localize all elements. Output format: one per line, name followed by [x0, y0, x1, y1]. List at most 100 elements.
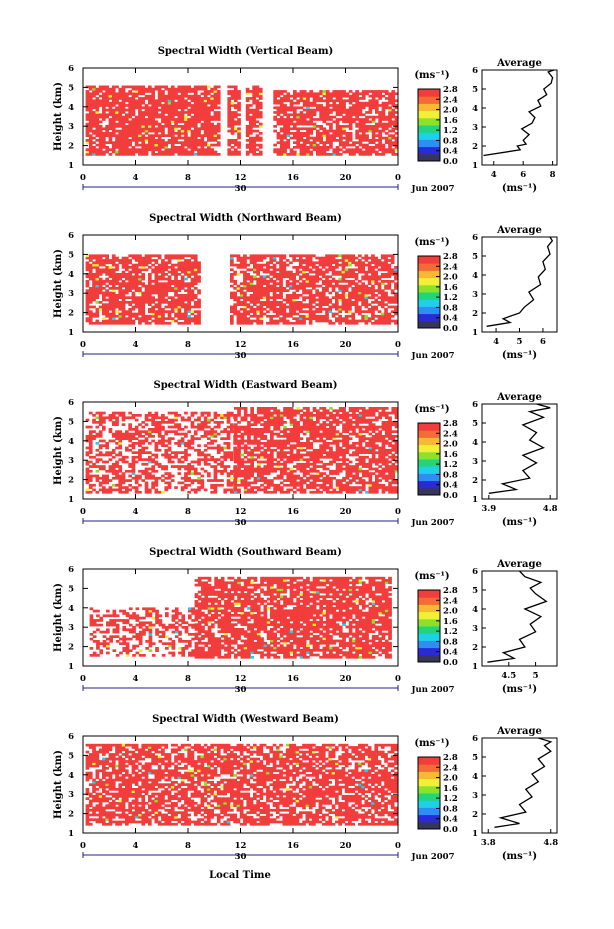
heatmap-cell	[98, 101, 103, 105]
heatmap-cell	[315, 307, 319, 311]
heatmap-cell	[115, 108, 119, 112]
heatmap-cell	[258, 87, 263, 91]
heatmap-cell	[309, 141, 314, 145]
heatmap-cell	[230, 132, 235, 135]
heatmap-cell	[184, 134, 188, 138]
heatmap-cell	[151, 99, 155, 103]
heatmap-cell	[282, 319, 287, 323]
heatmap-cell	[151, 150, 155, 154]
heatmap-cell	[309, 111, 314, 114]
heatmap-cell	[148, 127, 152, 131]
heatmap-cell	[220, 421, 224, 424]
heatmap-cell	[332, 115, 337, 119]
heatmap-cell	[85, 460, 90, 464]
heatmap-cell	[312, 266, 316, 269]
heatmap-cell	[148, 148, 152, 152]
heatmap-cell	[88, 425, 93, 429]
heatmap-cell	[184, 474, 188, 478]
heatmap-cell	[207, 453, 211, 457]
heatmap-cell	[118, 143, 123, 147]
heatmap-cell	[230, 85, 235, 89]
heatmap-cell	[276, 132, 281, 135]
heatmap-cell	[279, 129, 284, 133]
heatmap-cell	[98, 113, 103, 117]
heatmap-cell	[371, 314, 375, 318]
heatmap-cell	[391, 127, 396, 131]
heatmap-cell	[292, 259, 296, 262]
heatmap-cell	[246, 312, 251, 316]
heatmap-cell	[167, 411, 172, 415]
heatmap-cell	[348, 90, 353, 93]
heatmap-cell	[102, 134, 106, 138]
heatmap-cell	[332, 150, 337, 154]
heatmap-cell	[328, 266, 333, 269]
heatmap-cell	[273, 125, 277, 128]
heatmap-cell	[115, 298, 119, 302]
heatmap-cell	[141, 122, 146, 126]
heatmap-cell	[85, 467, 90, 471]
heatmap-cell	[161, 273, 165, 276]
heatmap-cell	[207, 101, 211, 105]
heatmap-cell	[131, 442, 136, 445]
heatmap-cell	[180, 120, 185, 124]
heatmap-cell	[167, 481, 172, 485]
heatmap-cell	[121, 280, 126, 283]
heatmap-cell	[233, 455, 238, 459]
heatmap-cell	[157, 282, 162, 286]
heatmap-cell	[190, 488, 195, 492]
heatmap-cell	[358, 106, 363, 110]
x-tick-label: 20	[340, 340, 352, 350]
heatmap-cell	[371, 275, 375, 279]
heatmap-cell	[384, 268, 388, 272]
heatmap-cell	[105, 479, 109, 482]
heatmap-cell	[233, 90, 238, 93]
average-y-tick-label: 5	[472, 85, 478, 95]
heatmap-cell	[308, 254, 313, 258]
heatmap-cell	[388, 99, 392, 103]
heatmap-cell	[377, 277, 382, 281]
heatmap-cell	[193, 294, 198, 297]
heatmap-cell	[233, 148, 238, 152]
heatmap-cell	[161, 439, 165, 443]
heatmap-cell	[378, 153, 382, 156]
heatmap-cell	[319, 106, 323, 110]
heatmap-cell	[138, 143, 142, 147]
heatmap-cell	[233, 490, 238, 494]
heatmap-cell	[213, 465, 218, 468]
heatmap-cell	[384, 127, 389, 131]
heatmap-cell	[151, 310, 155, 314]
heatmap-cell	[230, 455, 234, 459]
heatmap-cell	[312, 282, 316, 286]
heatmap-cell	[174, 256, 178, 260]
heatmap-cell	[131, 301, 136, 304]
heatmap-cell	[157, 291, 162, 295]
heatmap-cell	[164, 122, 169, 126]
heatmap-cell	[308, 294, 313, 297]
heatmap-cell	[187, 462, 191, 466]
heatmap-cell	[233, 270, 237, 274]
heatmap-cell	[148, 307, 152, 311]
heatmap-cell	[227, 148, 232, 152]
heatmap-cell	[108, 312, 113, 316]
heatmap-cell	[148, 259, 152, 262]
heatmap-cell	[108, 87, 113, 91]
heatmap-cell	[148, 139, 152, 142]
heatmap-cell	[391, 129, 396, 133]
heatmap-cell	[381, 122, 386, 126]
heatmap-cell	[85, 275, 90, 279]
heatmap-cell	[249, 259, 254, 262]
heatmap-cell	[210, 90, 214, 93]
heatmap-cell	[391, 141, 396, 145]
heatmap-cell	[325, 289, 329, 293]
heatmap-cell	[161, 261, 165, 265]
heatmap-cell	[98, 421, 103, 424]
heatmap-cell	[269, 284, 274, 288]
heatmap-cell	[306, 141, 310, 145]
heatmap-cell	[368, 120, 373, 124]
heatmap-cell	[190, 446, 195, 450]
heatmap-cell	[151, 254, 155, 258]
heatmap-cell	[262, 307, 267, 311]
heatmap-cell	[239, 317, 244, 321]
heatmap-cell	[85, 273, 90, 276]
heatmap-cell	[239, 314, 244, 318]
